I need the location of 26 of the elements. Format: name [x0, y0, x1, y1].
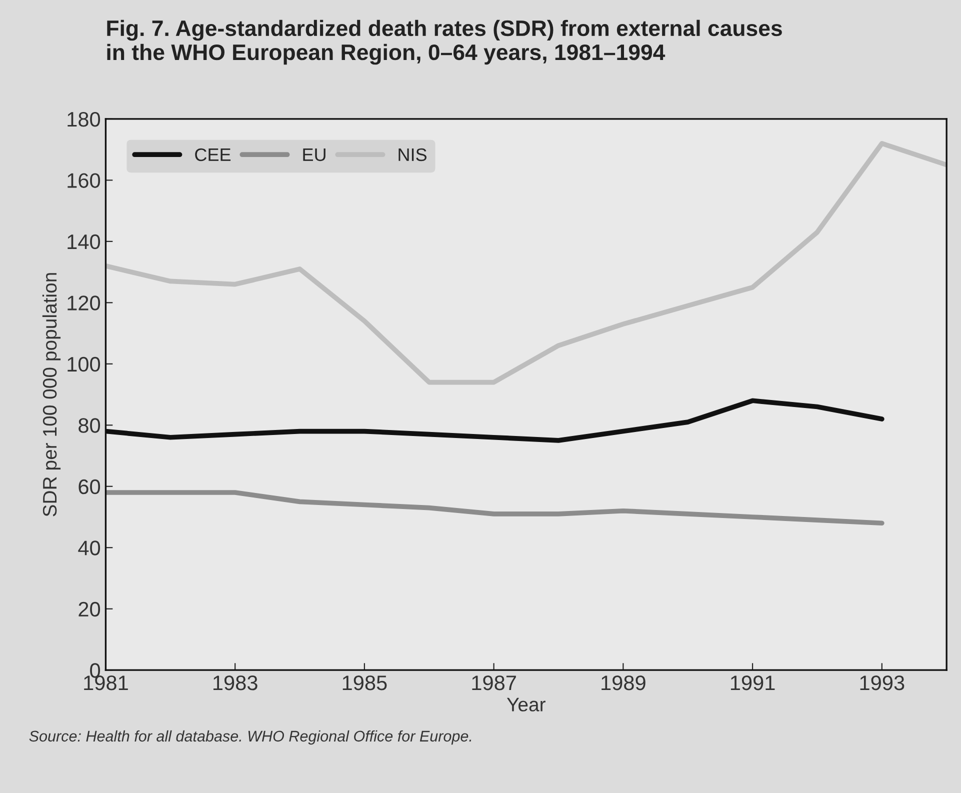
y-tick-label: 60 — [78, 479, 100, 494]
line-series — [106, 490, 884, 526]
legend-label: NIS — [398, 148, 426, 162]
x-tick-label: 1983 — [213, 675, 258, 690]
source-note: Source: Health for all database. WHO Regional Office for Europe. — [29, 730, 472, 745]
y-tick-label: 160 — [68, 173, 100, 188]
y-tick-label: 180 — [68, 112, 100, 127]
y-tick-label: 120 — [68, 296, 100, 310]
x-tick-label: 1989 — [602, 675, 646, 690]
y-tick-label: 100 — [68, 356, 100, 372]
legend-label: EU — [303, 148, 326, 162]
y-tick-label: 20 — [78, 602, 100, 617]
y-axis-title: SDR per 100 000 population — [42, 273, 61, 516]
x-tick-label: 1981 — [84, 675, 128, 690]
legend-label: CEE — [195, 148, 231, 162]
x-tick-label: 1993 — [860, 675, 904, 690]
chart-title: Fig. 7. Age-standardized death rates (SDR) from external causes in the WHO European Region, 0–64 years, 1981–1994 — [107, 20, 782, 65]
y-tick-label: 140 — [68, 234, 100, 250]
x-tick-label: 1991 — [730, 675, 775, 690]
line-series — [106, 141, 947, 385]
x-tick-label: 1985 — [342, 675, 387, 690]
y-tick-label: 0 — [90, 663, 100, 678]
x-axis-title: Year — [506, 698, 546, 712]
y-tick-label: 80 — [78, 418, 100, 433]
x-tick-label: 1987 — [472, 675, 516, 690]
y-tick-label: 40 — [78, 540, 100, 556]
